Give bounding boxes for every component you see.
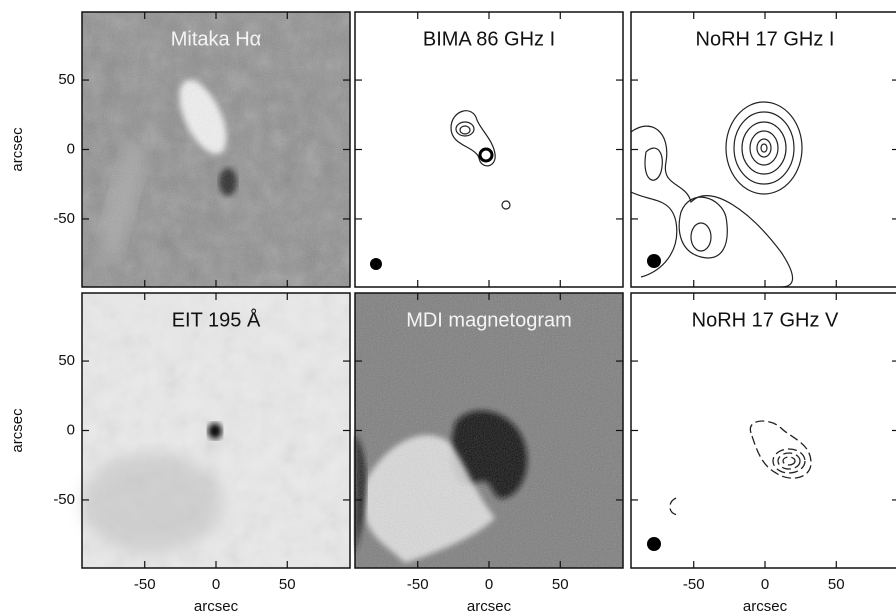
y-tick-label: 50 xyxy=(58,352,75,369)
beam xyxy=(647,537,661,551)
x-tick-label: -50 xyxy=(407,576,429,593)
y-tick-label: 50 xyxy=(58,71,75,88)
panel-title: NoRH 17 GHz I xyxy=(696,28,835,50)
panel-title: BIMA 86 GHz I xyxy=(423,28,555,50)
x-axis-label: arcsec xyxy=(743,598,788,615)
x-tick-label: 50 xyxy=(279,576,296,593)
panel-title: NoRH 17 GHz V xyxy=(692,309,839,331)
x-axis-label: arcsec xyxy=(467,598,512,615)
panels: Mitaka Hα -50 0 50 arcsec BIMA 86 GHz I NoRH 1… xyxy=(9,12,896,615)
beam xyxy=(647,254,661,268)
x-tick-label: -50 xyxy=(683,576,705,593)
image-background xyxy=(631,293,896,568)
y-tick-label: 0 xyxy=(67,140,75,157)
y-tick-label: -50 xyxy=(53,210,75,227)
x-tick-label: -50 xyxy=(134,576,156,593)
panel: MDI magnetogram -50 0 50 arcsec xyxy=(355,293,623,615)
panel-title: EIT 195 Å xyxy=(172,308,261,331)
y-tick-label: -50 xyxy=(53,491,75,508)
image-noise xyxy=(355,293,623,568)
panel-title: Mitaka Hα xyxy=(171,28,261,50)
x-tick-label: 50 xyxy=(552,576,569,593)
panel: NoRH 17 GHz I xyxy=(631,12,896,287)
panel: EIT 195 Å -50 0 50 -50 0 50 arcsec arcsec xyxy=(9,293,350,615)
y-axis-label: arcsec xyxy=(9,127,26,172)
x-tick-label: 0 xyxy=(761,576,769,593)
panel: NoRH 17 GHz V -50 0 50 arcsec xyxy=(631,293,896,615)
panel: BIMA 86 GHz I xyxy=(355,12,623,287)
image-background xyxy=(631,12,896,287)
figure: Mitaka Hα -50 0 50 arcsec BIMA 86 GHz I NoRH 1… xyxy=(0,0,896,616)
x-axis-label: arcsec xyxy=(194,598,239,615)
beam xyxy=(370,258,382,270)
panel: Mitaka Hα -50 0 50 arcsec xyxy=(9,12,350,287)
panel-title: MDI magnetogram xyxy=(406,309,572,331)
x-tick-label: 0 xyxy=(485,576,493,593)
x-tick-label: 0 xyxy=(212,576,220,593)
image-feature xyxy=(82,453,222,553)
x-tick-label: 50 xyxy=(828,576,845,593)
image-feature xyxy=(208,423,222,439)
y-axis-label: arcsec xyxy=(9,408,26,453)
y-tick-label: 0 xyxy=(67,421,75,438)
image-noise xyxy=(82,12,350,287)
